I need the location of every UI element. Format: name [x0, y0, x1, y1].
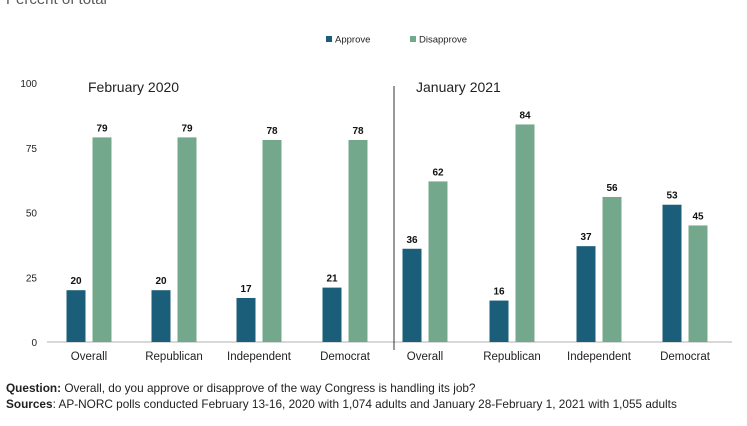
bar-approve	[662, 204, 682, 342]
data-label: 37	[580, 232, 592, 243]
sources-note: Sources: AP-NORC polls conducted Februar…	[6, 397, 677, 413]
bar-approve	[236, 297, 256, 342]
bar-approve	[151, 290, 171, 342]
x-tick-label: Overall	[71, 351, 107, 363]
bar-disapprove	[515, 124, 535, 342]
data-label: 78	[266, 126, 278, 137]
data-label: 20	[70, 276, 82, 287]
question-label: Question:	[6, 381, 62, 395]
data-label: 16	[493, 287, 505, 298]
data-label: 20	[155, 276, 167, 287]
data-label: 21	[326, 274, 338, 285]
bar-disapprove	[177, 137, 197, 342]
x-tick-label: Independent	[227, 351, 292, 363]
bar-approve	[322, 287, 342, 342]
question-note: Question: Overall, do you approve or dis…	[6, 381, 677, 397]
x-tick-label: Republican	[483, 351, 541, 363]
y-tick-label: 0	[31, 338, 37, 349]
data-label: 62	[432, 167, 444, 178]
data-label: 79	[181, 123, 193, 134]
x-tick-label: Republican	[145, 351, 203, 363]
y-tick-label: 25	[26, 273, 38, 284]
bar-disapprove	[428, 181, 448, 342]
y-tick-label: 100	[20, 79, 37, 90]
sources-text: : AP-NORC polls conducted February 13-16…	[52, 396, 677, 411]
legend-label-approve: Approve	[335, 35, 370, 46]
data-label: 36	[406, 235, 418, 246]
sources-label: Sources	[6, 396, 53, 411]
bar-approve	[402, 248, 422, 342]
chart-subtitle: Percent of total	[6, 0, 107, 8]
bar-disapprove	[688, 225, 708, 342]
data-label: 78	[352, 126, 364, 137]
bar-approve	[66, 290, 86, 342]
bar-disapprove	[92, 137, 112, 342]
bar-approve	[489, 300, 509, 342]
chart-notes: Question: Overall, do you approve or dis…	[6, 381, 677, 412]
bar-disapprove	[602, 196, 622, 342]
legend-swatch-disapprove	[410, 36, 416, 42]
y-tick-label: 75	[26, 144, 38, 155]
x-tick-label: Democrat	[320, 351, 371, 363]
bar-disapprove	[348, 139, 368, 342]
panel-title: January 2021	[416, 79, 501, 95]
data-label: 56	[606, 183, 618, 194]
x-tick-label: Democrat	[660, 351, 711, 363]
panel-title: February 2020	[88, 79, 179, 95]
data-label: 84	[519, 110, 531, 121]
y-tick-label: 50	[26, 209, 38, 220]
x-tick-label: Overall	[407, 351, 443, 363]
data-label: 53	[666, 191, 678, 202]
x-tick-label: Independent	[567, 351, 632, 363]
legend-label-disapprove: Disapprove	[419, 35, 467, 46]
bar-disapprove	[262, 139, 282, 342]
data-label: 45	[692, 211, 704, 222]
legend-swatch-approve	[326, 36, 332, 42]
question-text: Overall, do you approve or disapprove of…	[61, 381, 476, 395]
data-label: 79	[96, 123, 108, 134]
bar-approve	[576, 246, 596, 342]
data-label: 17	[240, 284, 252, 295]
